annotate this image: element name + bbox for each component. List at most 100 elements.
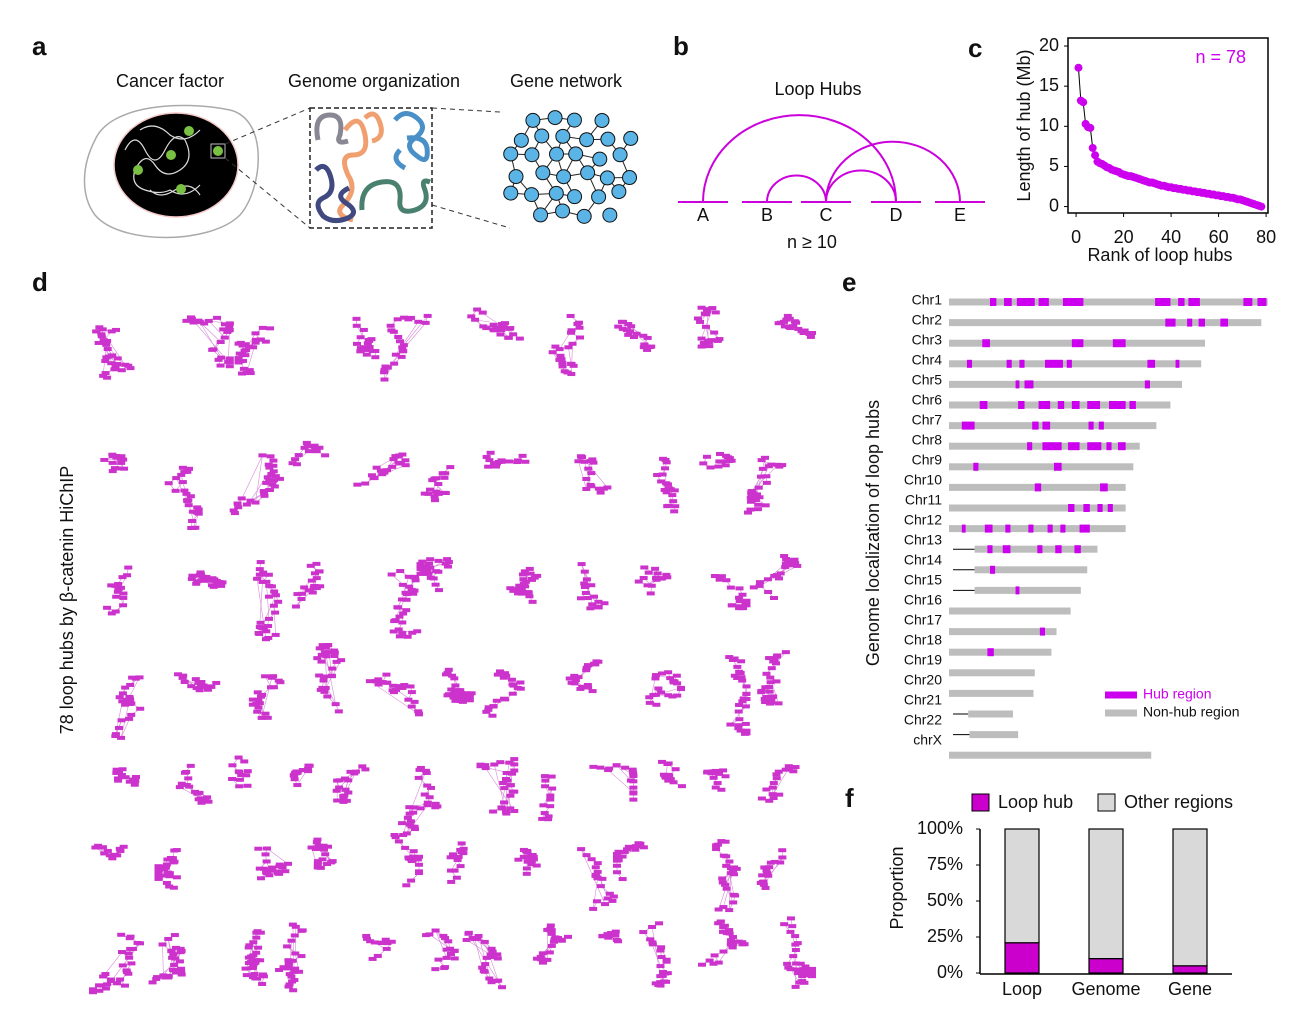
network-node (713, 338, 722, 343)
network-node (774, 701, 783, 706)
network-node (315, 569, 324, 574)
hub-region (1024, 380, 1034, 389)
network-node (445, 947, 454, 952)
network-node (639, 333, 648, 338)
network-node (242, 773, 251, 778)
network-node (164, 973, 173, 978)
network-node (332, 788, 341, 793)
network-node (441, 491, 450, 496)
network-node (444, 692, 453, 697)
network-node (505, 459, 514, 464)
panel-e-ylabel: Genome localization of loop hubs (863, 400, 883, 666)
network-node (228, 763, 237, 768)
hub-region (987, 545, 993, 554)
panel-label: a (32, 31, 47, 61)
network-node (731, 893, 740, 898)
network-node (577, 847, 586, 852)
network-node (249, 940, 258, 945)
network-node (496, 332, 505, 337)
network-node (290, 969, 299, 974)
network-node (651, 981, 660, 986)
anchor-label: E (954, 205, 966, 225)
network-node (735, 586, 744, 591)
hub-region (1027, 442, 1033, 451)
network-node (264, 624, 273, 629)
network-node (453, 857, 462, 862)
network-node (634, 579, 643, 584)
network-node (365, 345, 374, 350)
network-node (547, 110, 563, 126)
network-node (196, 570, 205, 575)
network-node (671, 767, 680, 772)
network-node (451, 683, 460, 688)
network-node (241, 966, 250, 971)
network-node (701, 324, 710, 329)
network-node (494, 459, 503, 464)
network-node (117, 950, 126, 955)
network-node (259, 625, 268, 630)
network-node (506, 586, 515, 591)
network-node (722, 453, 731, 458)
network-node (283, 944, 292, 949)
hub-region (1175, 359, 1180, 368)
chromosome-label: Chr13 (904, 532, 942, 548)
network-node (195, 319, 204, 324)
network-node (783, 313, 792, 318)
network-node (298, 591, 307, 596)
network-node (781, 767, 790, 772)
network-node (243, 783, 252, 788)
legend-swatch (1097, 793, 1116, 812)
network-node (285, 972, 294, 977)
network-node (352, 323, 361, 328)
network-node (583, 682, 592, 687)
network-node (755, 583, 764, 588)
y-tick-label: 0% (937, 962, 963, 982)
network-node (529, 854, 538, 859)
network-node (258, 325, 267, 330)
network-node (291, 966, 300, 971)
plot-frame (1067, 37, 1269, 214)
network-node (677, 687, 685, 692)
network-node (446, 951, 455, 956)
network-node (762, 474, 771, 479)
network-node (245, 368, 254, 373)
network-node (766, 680, 775, 685)
chromosome-label: chrX (913, 732, 942, 748)
network-node (793, 967, 802, 972)
network-node (102, 342, 111, 347)
network-node (415, 711, 423, 716)
network-node (545, 950, 554, 955)
network-node (737, 659, 746, 664)
network-node (583, 663, 592, 668)
network-node (204, 318, 213, 323)
network-node (175, 959, 184, 964)
network-node (373, 953, 382, 958)
network-node (112, 770, 121, 775)
network-node (506, 793, 515, 798)
network-node (256, 560, 265, 565)
network-node (105, 354, 114, 359)
network-node (229, 508, 238, 513)
network-node (446, 855, 455, 860)
network-node (614, 324, 623, 329)
network-node (444, 560, 453, 565)
data-point (1091, 151, 1100, 160)
network-node (442, 672, 451, 677)
network-node (789, 954, 798, 959)
network-node (791, 942, 800, 947)
x-axis-label: Rank of loop hubs (1087, 245, 1232, 265)
network-node (254, 631, 263, 636)
network-edge (208, 320, 226, 338)
network-node (621, 765, 630, 770)
x-tick-label: Genome (1071, 979, 1140, 999)
network-node (415, 871, 423, 876)
network-node (574, 459, 583, 464)
network-node (727, 458, 736, 463)
hub-region (1016, 298, 1035, 306)
network-node (130, 782, 139, 787)
network-node (714, 960, 723, 965)
network-node (110, 466, 119, 471)
network-node (434, 482, 443, 487)
network-node (405, 805, 414, 810)
network-node (430, 498, 439, 503)
